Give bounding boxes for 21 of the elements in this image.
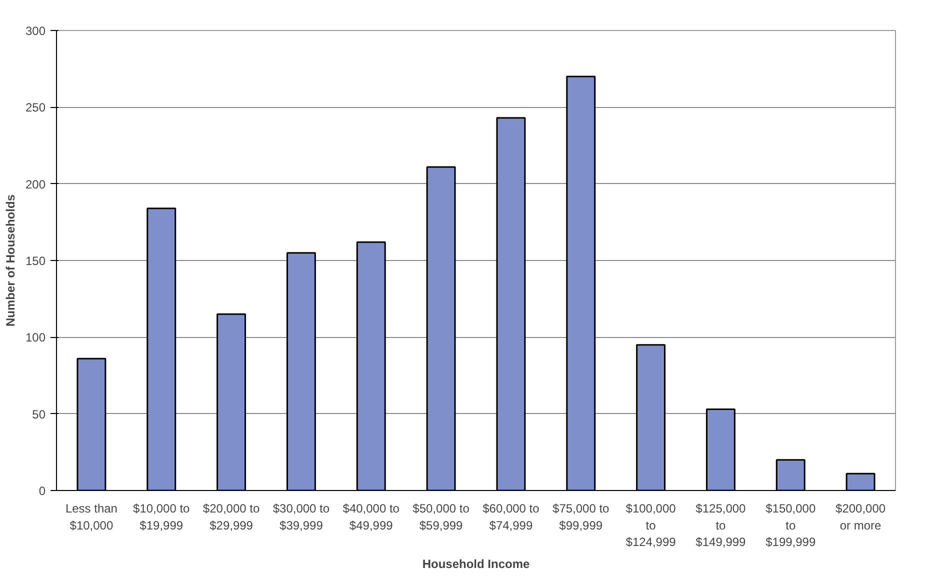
y-axis-title: Number of Households (3, 194, 18, 327)
x-tick-label: $50,000 to $59,999 (412, 502, 470, 532)
x-tick-label: $60,000 to $74,999 (482, 502, 540, 532)
x-tick-label: $20,000 to $29,999 (202, 502, 260, 532)
y-tick-label: 50 (32, 407, 46, 422)
x-tick-label: Less than $10,000 (65, 502, 118, 532)
y-tick-label: 150 (25, 254, 46, 268)
x-tick-label: $125,000 to $149,999 (696, 502, 746, 550)
x-tick-label: $30,000 to $39,999 (272, 502, 330, 532)
x-tick-label: $100,000 to $124,999 (626, 502, 676, 550)
y-tick-label: 250 (25, 100, 46, 115)
x-tick-label: $200,000 or more (836, 502, 886, 532)
x-tick-label: $75,000 to $99,999 (552, 502, 610, 532)
x-tick-label: $150,000 to $199,999 (766, 502, 816, 550)
x-tick-label: $10,000 to $19,999 (133, 502, 190, 532)
x-tick-label: $40,000 to $49,999 (342, 502, 400, 532)
y-tick-label: 100 (25, 330, 46, 345)
x-axis-title: Household Income (422, 557, 530, 572)
y-tick-label: 200 (25, 177, 46, 192)
y-tick-label: 300 (25, 24, 46, 38)
y-tick-label: 0 (38, 484, 46, 498)
